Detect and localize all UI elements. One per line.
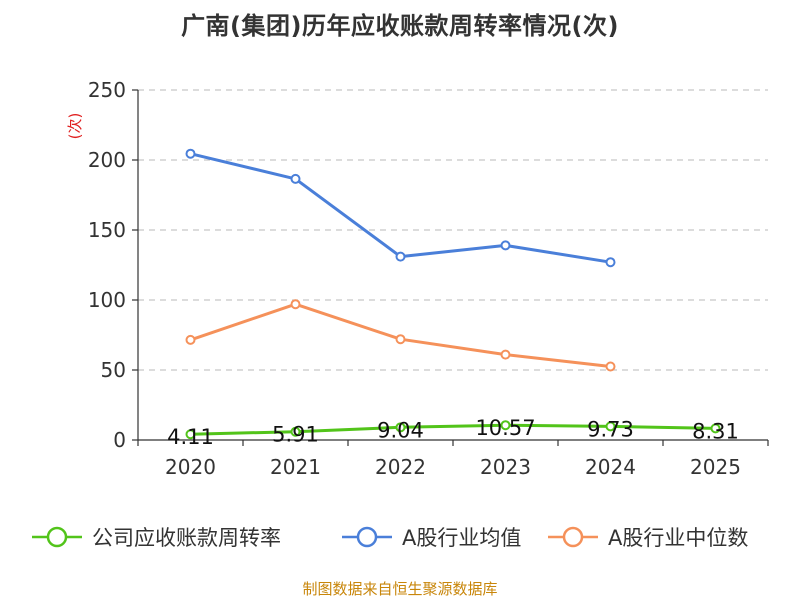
chart-title: 广南(集团)历年应收账款周转率情况(次) xyxy=(181,12,619,40)
data-label: 9.04 xyxy=(377,418,424,442)
legend-item: A股行业中位数 xyxy=(548,526,748,550)
series-line-0 xyxy=(189,423,717,436)
data-point xyxy=(290,426,301,437)
data-point xyxy=(500,420,511,431)
x-tick-label: 2023 xyxy=(480,455,531,479)
legend-marker xyxy=(562,526,584,548)
y-axis-unit-label: (次) xyxy=(66,113,84,140)
series-line-1 xyxy=(189,152,612,264)
series-layer xyxy=(185,148,721,440)
source-note: 制图数据来自恒生聚源数据库 xyxy=(302,580,498,598)
grid-layer xyxy=(138,89,768,371)
data-label-layer: 4.11 5.91 9.04 10.57 9.73 8.31 xyxy=(167,416,739,449)
data-point xyxy=(395,422,406,433)
data-label: 8.31 xyxy=(692,419,739,443)
x-tick-label: 2024 xyxy=(585,455,636,479)
x-tick-label: 2025 xyxy=(690,455,741,479)
data-point xyxy=(290,173,301,184)
data-point xyxy=(710,423,721,434)
data-label: 9.73 xyxy=(587,417,634,441)
x-tick-label: 2022 xyxy=(375,455,426,479)
data-point xyxy=(290,299,301,310)
x-tick-label: 2021 xyxy=(270,455,321,479)
legend-label: A股行业中位数 xyxy=(608,526,748,550)
y-tick-label: 100 xyxy=(88,288,126,312)
data-label: 10.57 xyxy=(475,416,535,440)
y-tick-label: 0 xyxy=(113,428,126,452)
legend: 公司应收账款周转率 A股行业均值 A股行业中位数 xyxy=(32,526,748,550)
data-point xyxy=(605,421,616,432)
legend-item: A股行业均值 xyxy=(342,526,521,550)
data-point xyxy=(500,240,511,251)
legend-marker xyxy=(46,526,68,548)
data-point xyxy=(500,349,511,360)
y-tick-label: 200 xyxy=(88,148,126,172)
y-tick-label: 250 xyxy=(88,78,126,102)
legend-label: A股行业均值 xyxy=(402,526,521,550)
data-label: 5.91 xyxy=(272,423,319,447)
axis-layer: 0 50 100 150 200 250 2020 2021 2022 2023 2024 2025 (… xyxy=(66,78,769,479)
data-point xyxy=(185,429,196,440)
legend-label: 公司应收账款周转率 xyxy=(92,526,281,550)
legend-marker xyxy=(356,526,378,548)
legend-item: 公司应收账款周转率 xyxy=(32,526,281,550)
y-tick-label: 150 xyxy=(88,218,126,242)
data-point xyxy=(395,251,406,262)
data-point xyxy=(185,334,196,345)
data-label: 4.11 xyxy=(167,425,214,449)
data-point xyxy=(185,148,196,159)
data-point xyxy=(605,257,616,268)
x-tick-label: 2020 xyxy=(165,455,216,479)
data-point xyxy=(395,334,406,345)
data-point xyxy=(605,361,616,372)
y-tick-label: 50 xyxy=(101,358,126,382)
